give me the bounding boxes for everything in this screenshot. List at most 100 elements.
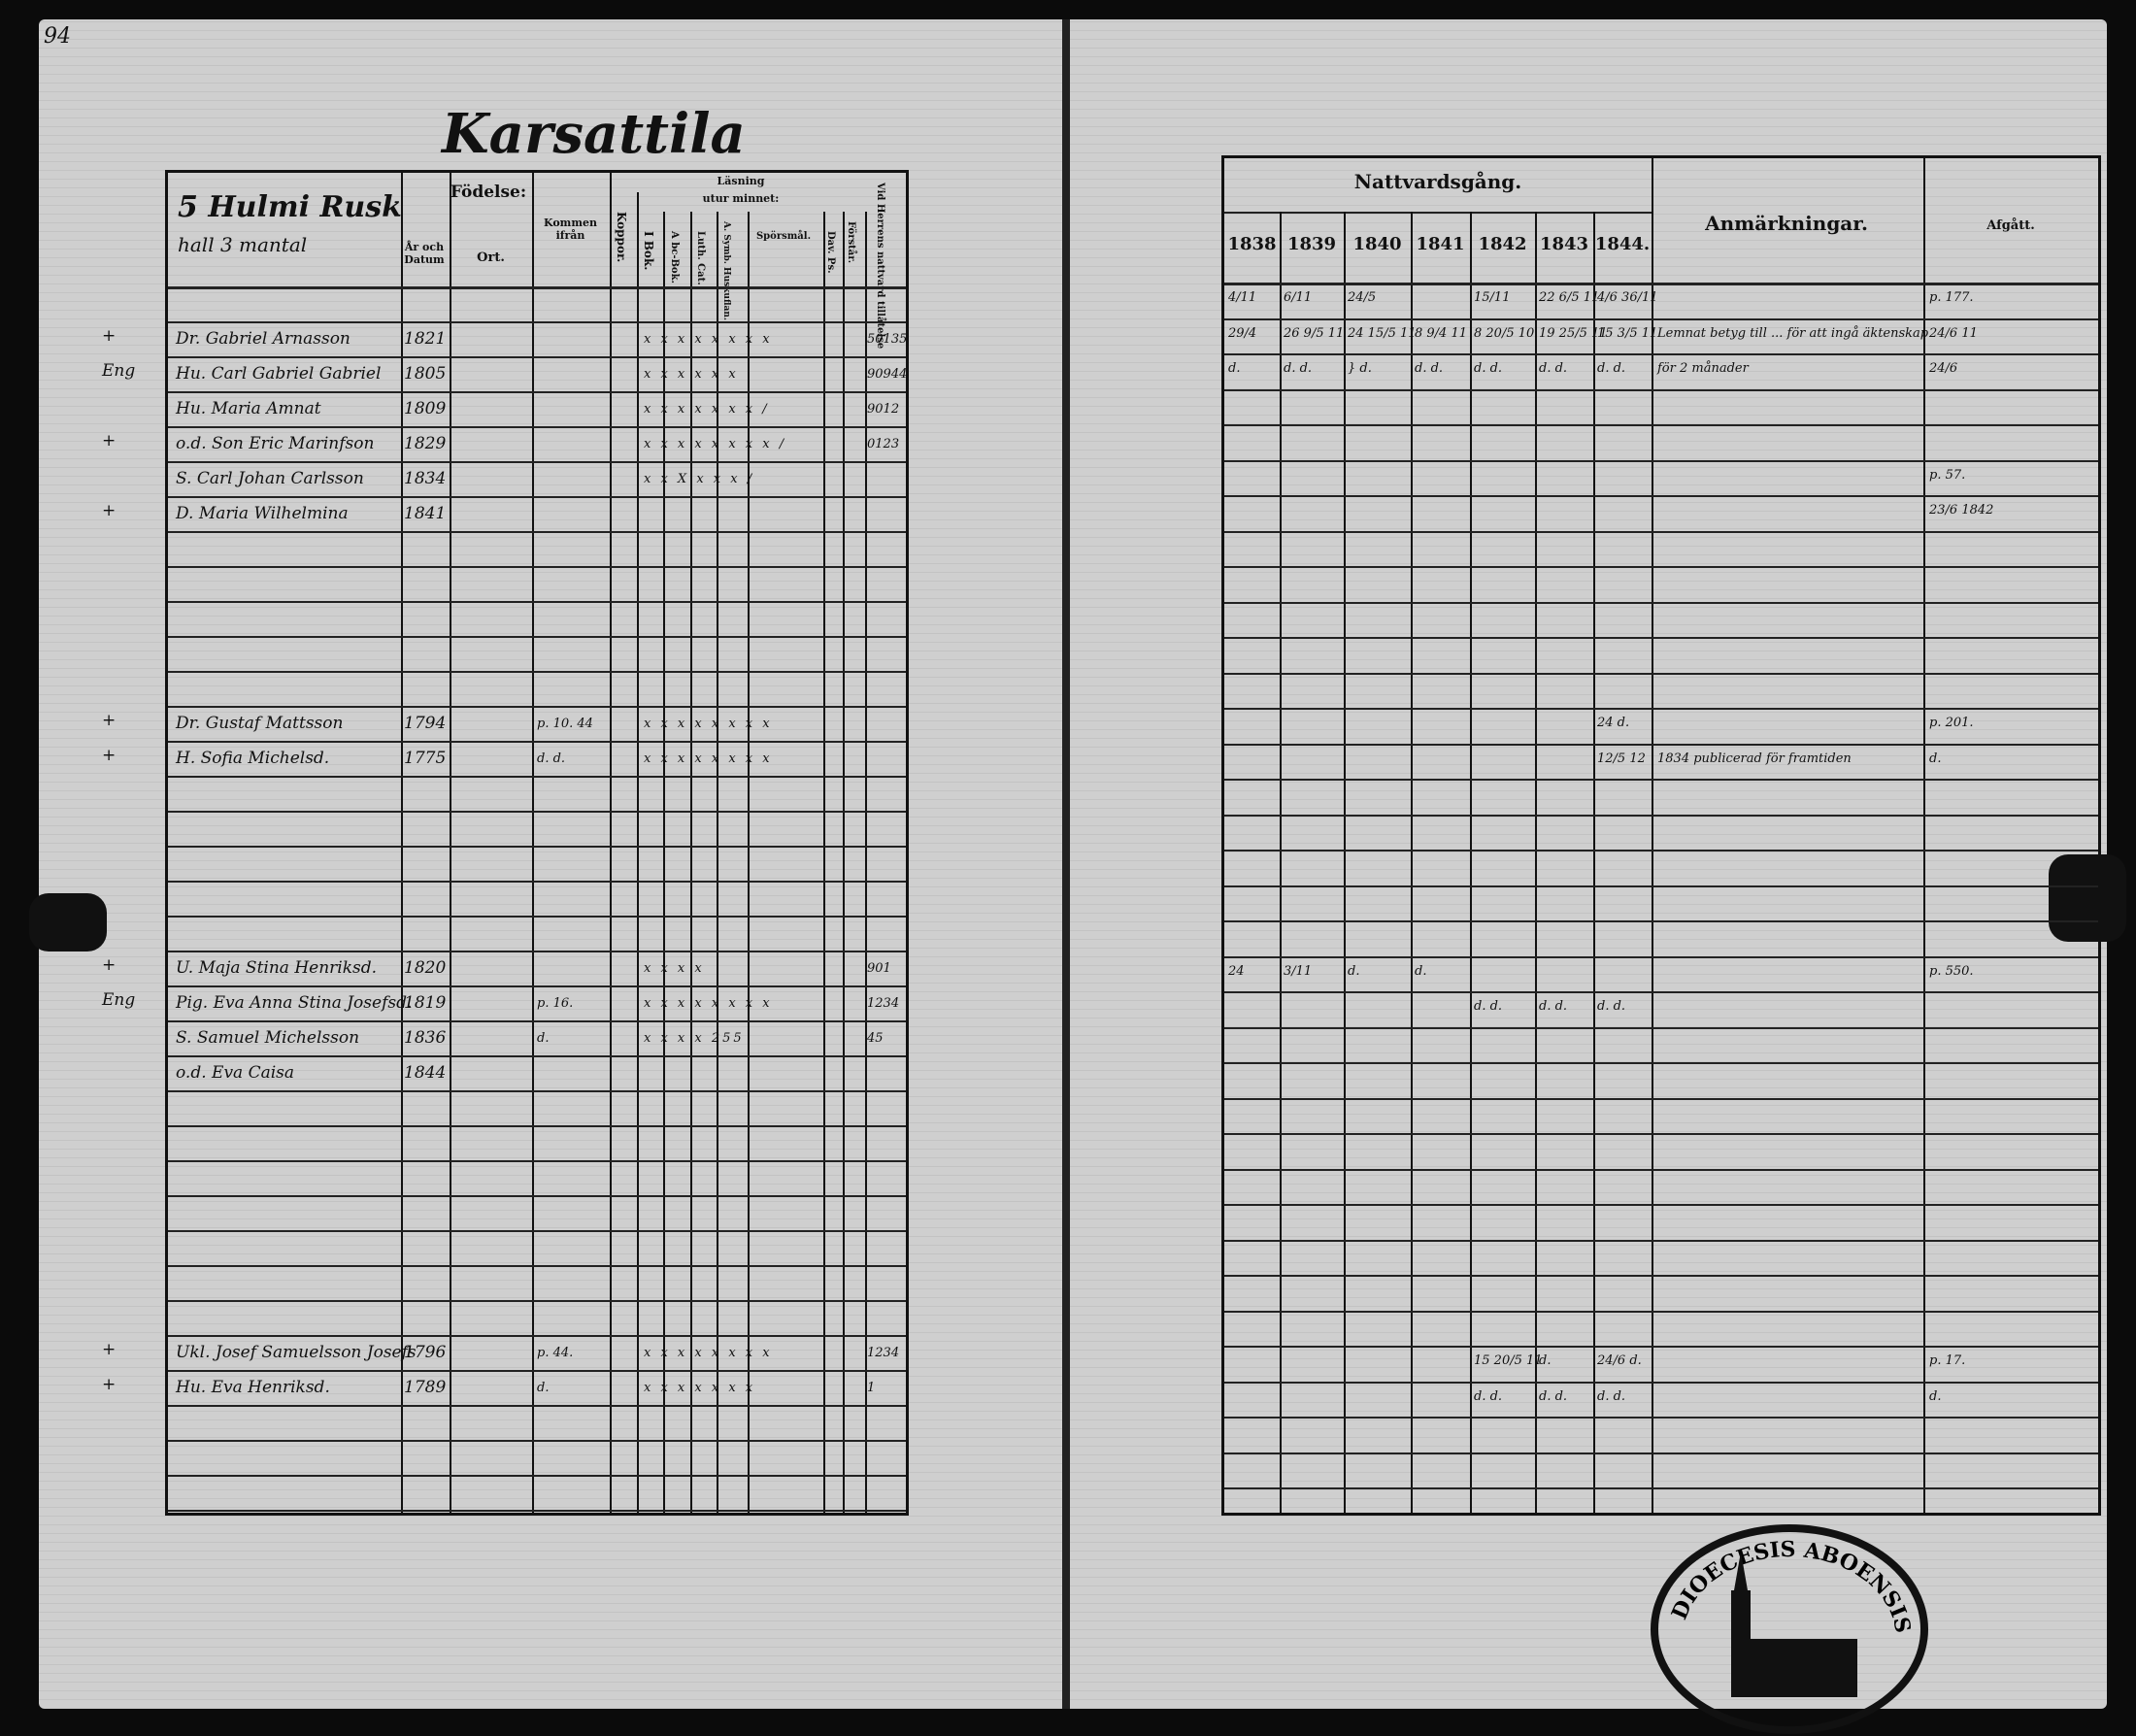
- row-line: [1224, 1133, 2098, 1135]
- column-divider: [1652, 158, 1653, 1513]
- book-spine: [1062, 19, 1070, 1709]
- row-line: [1224, 495, 2098, 497]
- header-ort: Ort.: [477, 250, 505, 265]
- communion-cell: 3/11: [1284, 963, 1313, 979]
- entry-name: D. Maria Wilhelmina: [176, 504, 349, 523]
- household-heading: 5 Hulmi Rusk: [178, 190, 402, 224]
- header-divider: [1224, 283, 2098, 285]
- entry-reading-marks: x x X x x x /: [644, 472, 755, 486]
- row-line: [1224, 566, 2098, 568]
- row-line: [1224, 672, 2098, 675]
- communion-cell: d.: [1348, 963, 1360, 979]
- entry-mark: +: [102, 501, 117, 520]
- entry-kommen: p. 16.: [537, 996, 574, 1011]
- row-line: [1224, 850, 2098, 851]
- entry-reading-marks: x x x x x x x x: [644, 996, 773, 1011]
- communion-cell: d. d.: [1597, 361, 1626, 376]
- header-year-6: 1844.: [1594, 234, 1651, 254]
- entry-afgatt: 23/6 1842: [1929, 503, 1994, 517]
- header-utur-minnet: utur minnet:: [702, 192, 780, 205]
- row-line: [168, 321, 906, 323]
- row-line: [1224, 1204, 2098, 1206]
- entry-name: Hu. Maria Amnat: [176, 399, 321, 418]
- farm-title: Karsattila: [442, 102, 746, 166]
- column-divider: [1344, 212, 1346, 1513]
- row-line: [168, 1300, 906, 1302]
- header-koppor: Koppor.: [615, 212, 628, 263]
- left-page: [39, 19, 1068, 1709]
- entry-name: Ukl. Josef Samuelsson Josefs: [176, 1343, 417, 1362]
- communion-cell: 29/4: [1228, 325, 1257, 341]
- entry-birth-year: 1836: [404, 1028, 447, 1048]
- column-divider: [401, 173, 403, 1513]
- row-line: [168, 1265, 906, 1267]
- row-line: [168, 531, 906, 533]
- header-afgatt: Afgått.: [1986, 218, 2035, 233]
- row-line: [168, 636, 906, 638]
- row-line: [168, 1475, 906, 1477]
- communion-cell: d. d.: [1539, 361, 1568, 376]
- communion-cell: 22 6/5 11: [1539, 290, 1600, 305]
- column-divider: [1593, 212, 1595, 1513]
- entry-reading-marks: x x x x x x x /: [644, 402, 770, 417]
- communion-cell: 26 9/5 11: [1284, 325, 1345, 341]
- entry-afgatt: p. 57.: [1929, 467, 1966, 483]
- entry-name: Dr. Gabriel Arnasson: [176, 329, 350, 349]
- row-line: [1224, 1168, 2098, 1171]
- entry-mark: +: [102, 711, 117, 730]
- header-i-bok: I Bok.: [642, 231, 655, 271]
- header-year-3: 1841: [1416, 234, 1465, 254]
- entry-reading-marks: x x x x x x x x /: [644, 437, 787, 451]
- entry-mark: +: [102, 326, 117, 346]
- row-line: [168, 391, 906, 393]
- column-divider: [1280, 212, 1282, 1513]
- row-line: [168, 1160, 906, 1162]
- column-divider: [450, 173, 451, 1513]
- header-year-5: 1843: [1539, 234, 1589, 254]
- svg-text:DIOECESIS ABOENSIS: DIOECESIS ABOENSIS: [1667, 1537, 1916, 1635]
- header-year-4: 1842: [1478, 234, 1527, 254]
- column-divider: [1923, 158, 1925, 1513]
- entry-mark: +: [102, 431, 117, 451]
- entry-name: Pig. Eva Anna Stina Josefsd.: [176, 993, 413, 1013]
- row-line: [1224, 637, 2098, 639]
- header-year-2: 1840: [1352, 234, 1402, 254]
- communion-cell: d.: [1228, 361, 1241, 376]
- entry-remark: för 2 månader: [1657, 361, 1749, 376]
- binding-clip-left: [29, 893, 107, 951]
- entry-reading-marks: x x x x x x: [644, 367, 739, 382]
- entry-mark: +: [102, 1340, 117, 1359]
- entry-birth-year: 1809: [404, 399, 447, 418]
- row-line: [1224, 708, 2098, 710]
- column-divider: [865, 212, 867, 1513]
- column-divider: [1470, 212, 1472, 1513]
- row-line: [1224, 1452, 2098, 1454]
- row-line: [1224, 779, 2098, 781]
- row-line: [1224, 601, 2098, 604]
- row-line: [1224, 955, 2098, 958]
- entry-birth-year: 1834: [404, 469, 447, 488]
- row-line: [1224, 424, 2098, 426]
- row-line: [168, 1020, 906, 1022]
- row-line: [1224, 1417, 2098, 1419]
- row-line: [168, 985, 906, 987]
- communion-cell: 4/11: [1228, 290, 1257, 305]
- communion-cell: d. d.: [1597, 1388, 1626, 1404]
- column-divider: [1535, 212, 1537, 1513]
- column-divider: [1411, 212, 1413, 1513]
- row-line: [1224, 530, 2098, 533]
- communion-table: Nattvardsgång. Anmärkningar. Afgått. 183…: [1221, 155, 2101, 1516]
- entry-nattvard: 45: [867, 1031, 884, 1046]
- column-divider: [748, 212, 750, 1513]
- entry-afgatt: 24/6: [1929, 361, 1958, 376]
- row-line: [168, 811, 906, 813]
- row-line: [1224, 1275, 2098, 1277]
- entry-kommen: p. 10. 44: [537, 717, 593, 731]
- communion-cell: 8 20/5 10: [1474, 325, 1535, 341]
- entry-remark: 1834 publicerad för framtiden: [1657, 751, 1852, 766]
- communion-cell: d. d.: [1474, 361, 1503, 376]
- communion-cell: 24/6 d.: [1597, 1353, 1642, 1368]
- entry-birth-year: 1829: [404, 434, 447, 453]
- entry-birth-year: 1789: [404, 1378, 447, 1397]
- entry-reading-marks: x x x x x x x: [644, 1381, 756, 1395]
